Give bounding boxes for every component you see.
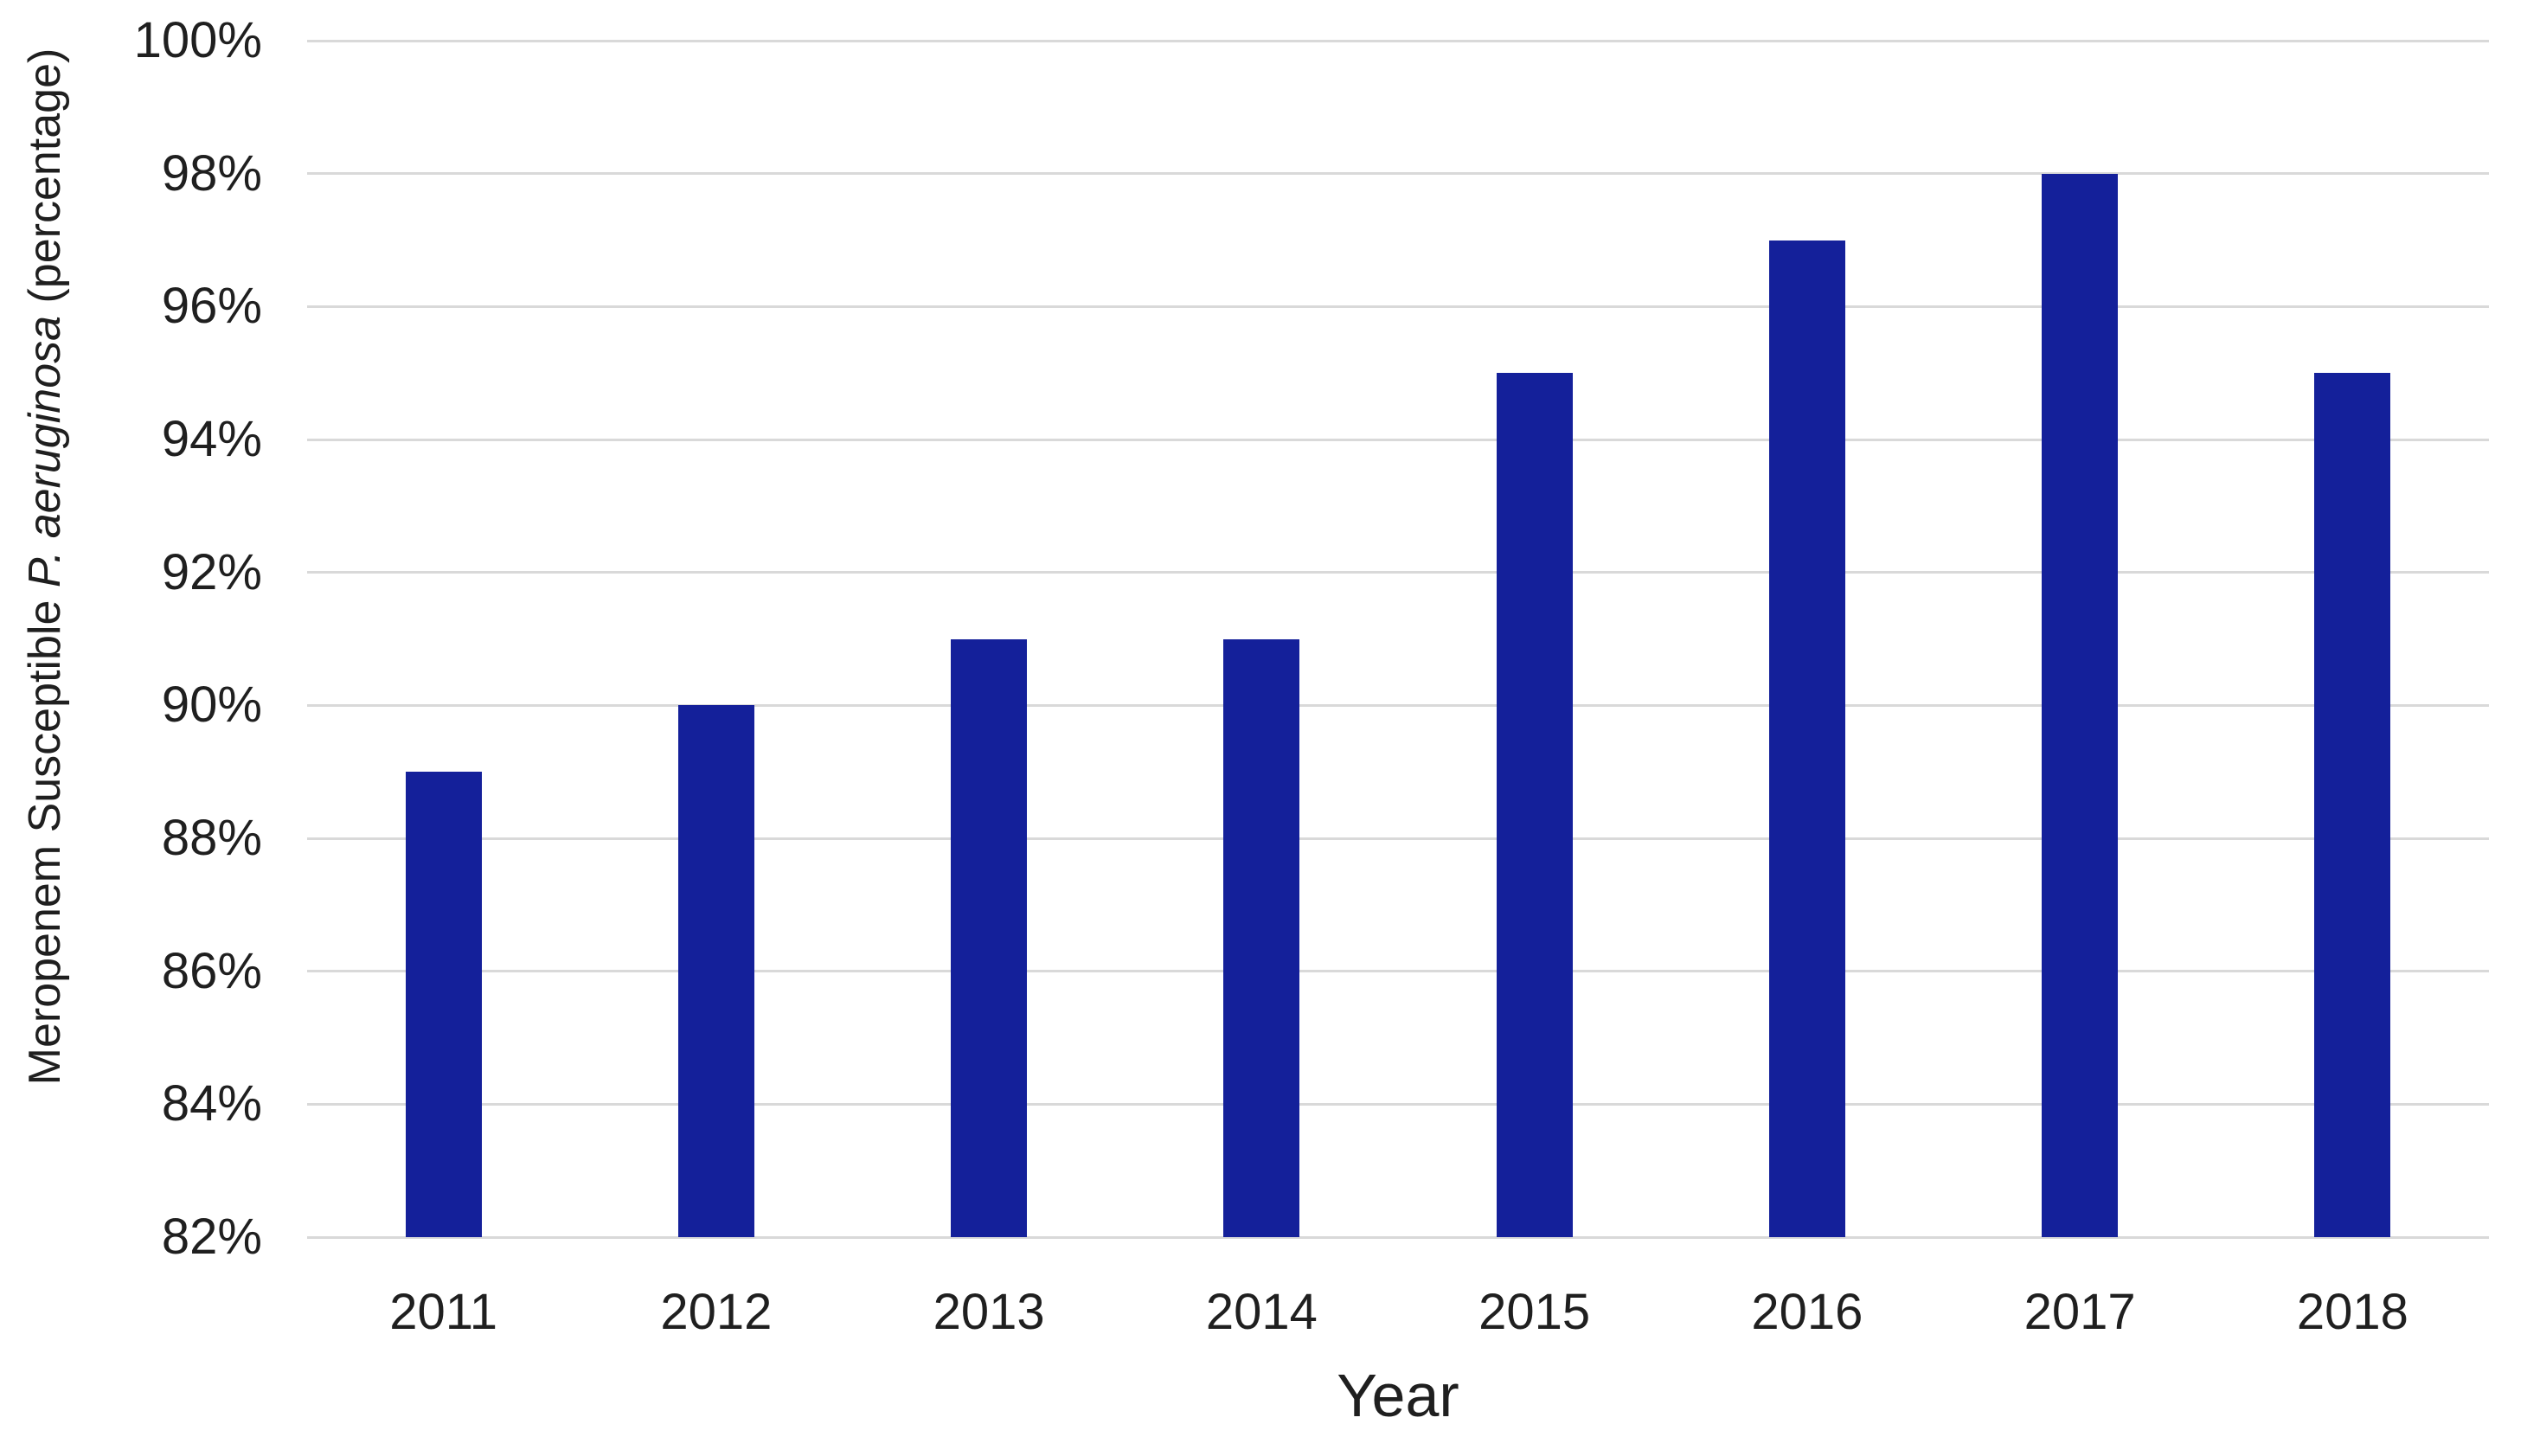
x-tick-label-2013: 2013 bbox=[933, 1284, 1045, 1340]
bar-2012 bbox=[677, 705, 754, 1237]
gridline bbox=[307, 703, 2489, 707]
x-tick-label-2016: 2016 bbox=[1751, 1284, 1863, 1340]
bar-2013 bbox=[951, 638, 1028, 1237]
bar-2015 bbox=[1496, 373, 1573, 1237]
gridline bbox=[307, 39, 2489, 42]
y-tick-label: 96% bbox=[161, 278, 262, 335]
gridline bbox=[307, 172, 2489, 176]
gridline bbox=[307, 1102, 2489, 1106]
bar-2014 bbox=[1223, 638, 1300, 1237]
y-tick-label: 98% bbox=[161, 144, 262, 202]
x-tick-label-2015: 2015 bbox=[1478, 1284, 1591, 1340]
gridline bbox=[307, 571, 2489, 574]
y-tick-label: 90% bbox=[161, 677, 262, 734]
x-tick-label-2011: 2011 bbox=[389, 1284, 497, 1340]
y-axis-title-prefix: Meropenem Susceptible bbox=[20, 587, 70, 1086]
x-tick-label-2012: 2012 bbox=[660, 1284, 773, 1340]
y-tick-label: 88% bbox=[161, 810, 262, 866]
gridline bbox=[307, 1235, 2489, 1239]
y-axis-title-suffix: (percentage) bbox=[20, 48, 70, 316]
x-axis-title: Year bbox=[1337, 1362, 1459, 1429]
y-tick-label: 94% bbox=[161, 411, 262, 467]
y-tick-label: 84% bbox=[161, 1075, 262, 1132]
x-tick-label-2018: 2018 bbox=[2296, 1284, 2408, 1340]
bar-2016 bbox=[1768, 240, 1845, 1237]
gridline bbox=[307, 438, 2489, 441]
x-tick-label-2014: 2014 bbox=[1205, 1284, 1318, 1340]
y-tick-label: 82% bbox=[161, 1209, 262, 1265]
plot-area: 82% 84% 86% 88% 90% 92% 94% 96% 98% 100% 2011 2012 2… bbox=[134, 16, 2489, 1337]
bar-2018 bbox=[2314, 373, 2391, 1237]
bar-2017 bbox=[2042, 173, 2119, 1237]
y-axis-title-species: P. aeruginosa bbox=[20, 315, 70, 588]
bar-2011 bbox=[405, 772, 482, 1237]
y-tick-label: 86% bbox=[161, 942, 262, 999]
x-tick-label-2017: 2017 bbox=[2024, 1284, 2136, 1340]
y-tick-label: 92% bbox=[161, 543, 262, 600]
gridline bbox=[307, 970, 2489, 973]
y-tick-label: 100% bbox=[133, 12, 262, 68]
y-axis-title: Meropenem Susceptible P. aeruginosa (per… bbox=[20, 48, 70, 1086]
gridline bbox=[307, 305, 2489, 308]
gridline bbox=[307, 837, 2489, 840]
